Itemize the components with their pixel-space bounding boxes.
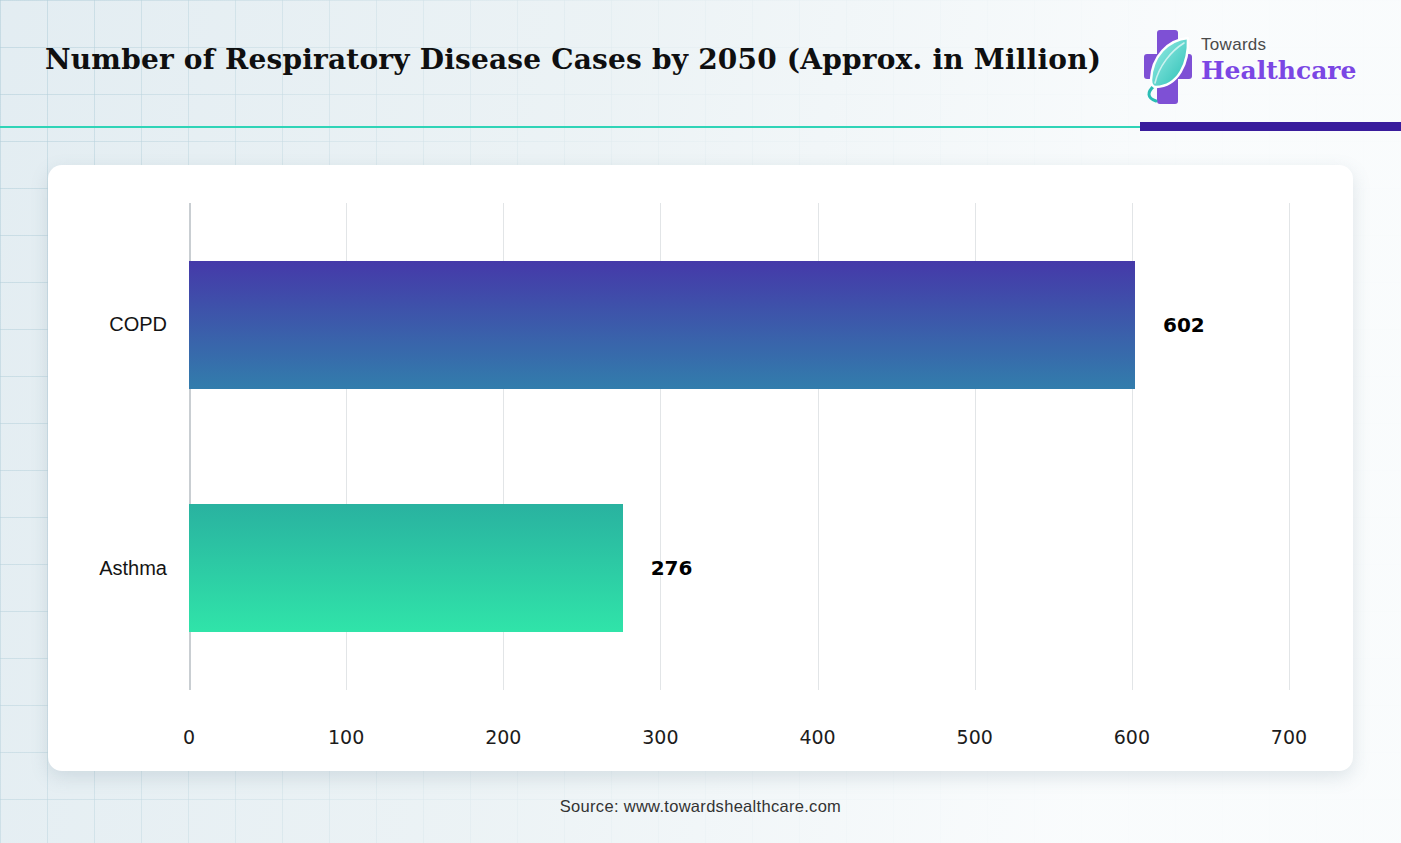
- logo-cross-leaf-icon: [1144, 30, 1192, 108]
- bar-copd: [189, 261, 1135, 389]
- x-tick-label-600: 600: [1087, 726, 1177, 748]
- value-label-copd: 602: [1163, 261, 1205, 389]
- x-tick-label-100: 100: [301, 726, 391, 748]
- logo-text: Towards Healthcare: [1201, 35, 1356, 86]
- x-tick-label-500: 500: [930, 726, 1020, 748]
- gridline-x-700: [1289, 203, 1290, 690]
- category-label-asthma: Asthma: [29, 504, 167, 632]
- x-tick-label-400: 400: [773, 726, 863, 748]
- x-tick-label-700: 700: [1244, 726, 1334, 748]
- towards-healthcare-logo: Towards Healthcare: [1144, 30, 1356, 108]
- x-tick-label-200: 200: [458, 726, 548, 748]
- header-divider-purple-bar: [1140, 122, 1401, 131]
- bar-asthma: [189, 504, 623, 632]
- chart-card: 0100200300400500600700COPD602Asthma276: [48, 165, 1353, 771]
- x-tick-label-300: 300: [615, 726, 705, 748]
- logo-towards-label: Towards: [1201, 35, 1356, 55]
- plot-area: 0100200300400500600700COPD602Asthma276: [189, 203, 1301, 690]
- value-label-asthma: 276: [651, 504, 693, 632]
- x-tick-label-0: 0: [144, 726, 234, 748]
- category-label-copd: COPD: [29, 261, 167, 389]
- source-text: Source: www.towardshealthcare.com: [0, 797, 1401, 816]
- page-title: Number of Respiratory Disease Cases by 2…: [45, 43, 1101, 76]
- page-background: { "header": { "title": "Number of Respir…: [0, 0, 1401, 843]
- logo-healthcare-label: Healthcare: [1201, 56, 1356, 86]
